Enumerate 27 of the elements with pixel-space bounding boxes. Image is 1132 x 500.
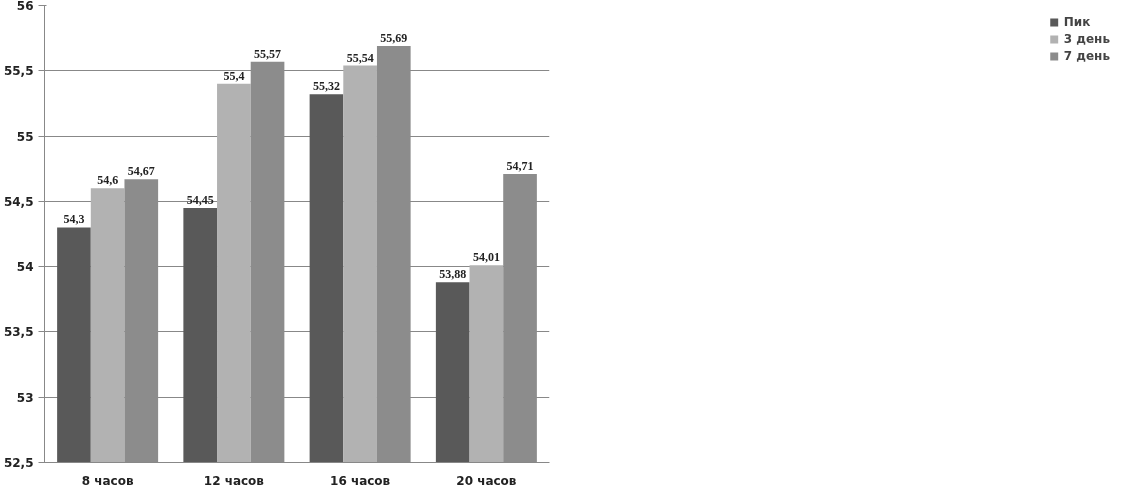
x-tick-label: 12 часов	[203, 473, 265, 488]
data-label: 54,71	[506, 158, 534, 173]
legend-label: Пик	[1063, 15, 1091, 29]
x-tick-label: 16 часов	[330, 473, 391, 488]
data-label: 54,45	[186, 192, 214, 207]
y-tick-label: 52,5	[3, 456, 34, 470]
data-label: 54,67	[127, 164, 155, 179]
data-label: 55,4	[223, 68, 245, 83]
x-tick-label: 20 часов	[456, 473, 517, 488]
y-tick-label: 54,5	[3, 194, 34, 209]
data-label: 55,69	[380, 30, 408, 45]
y-tick-label: 53	[16, 390, 34, 405]
y-tick-label: 53,5	[3, 325, 34, 340]
data-label: 54,6	[97, 173, 119, 188]
y-tick-label: 56	[16, 0, 34, 13]
legend-label: 7 день	[1063, 49, 1110, 63]
x-tick-label: 8 часов	[81, 473, 134, 488]
data-label: 54,01	[472, 250, 500, 265]
data-label: 55,32	[312, 79, 340, 94]
data-label: 55,57	[254, 46, 282, 61]
legend-label: 3 день	[1063, 32, 1110, 46]
data-label: 53,88	[439, 267, 467, 282]
data-label: 55,54	[346, 50, 374, 65]
data-label: 54,3	[63, 212, 85, 227]
y-tick-label: 55	[16, 129, 34, 144]
y-tick-label: 54	[16, 260, 34, 275]
y-tick-label: 55,5	[3, 64, 34, 79]
